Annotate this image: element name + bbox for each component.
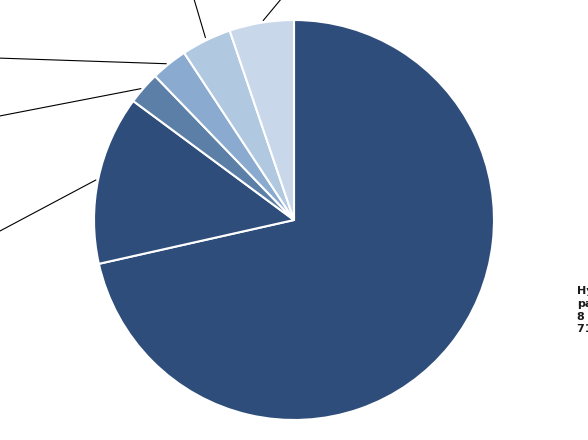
Wedge shape <box>155 53 294 220</box>
Wedge shape <box>230 20 294 220</box>
Wedge shape <box>184 31 294 220</box>
Wedge shape <box>94 101 294 264</box>
Text: Hyvinvoinnin
palvelualue
8 851 htv
71 %: Hyvinvoinnin palvelualue 8 851 htv 71 % <box>577 286 588 334</box>
Wedge shape <box>99 20 494 420</box>
Wedge shape <box>133 76 294 220</box>
